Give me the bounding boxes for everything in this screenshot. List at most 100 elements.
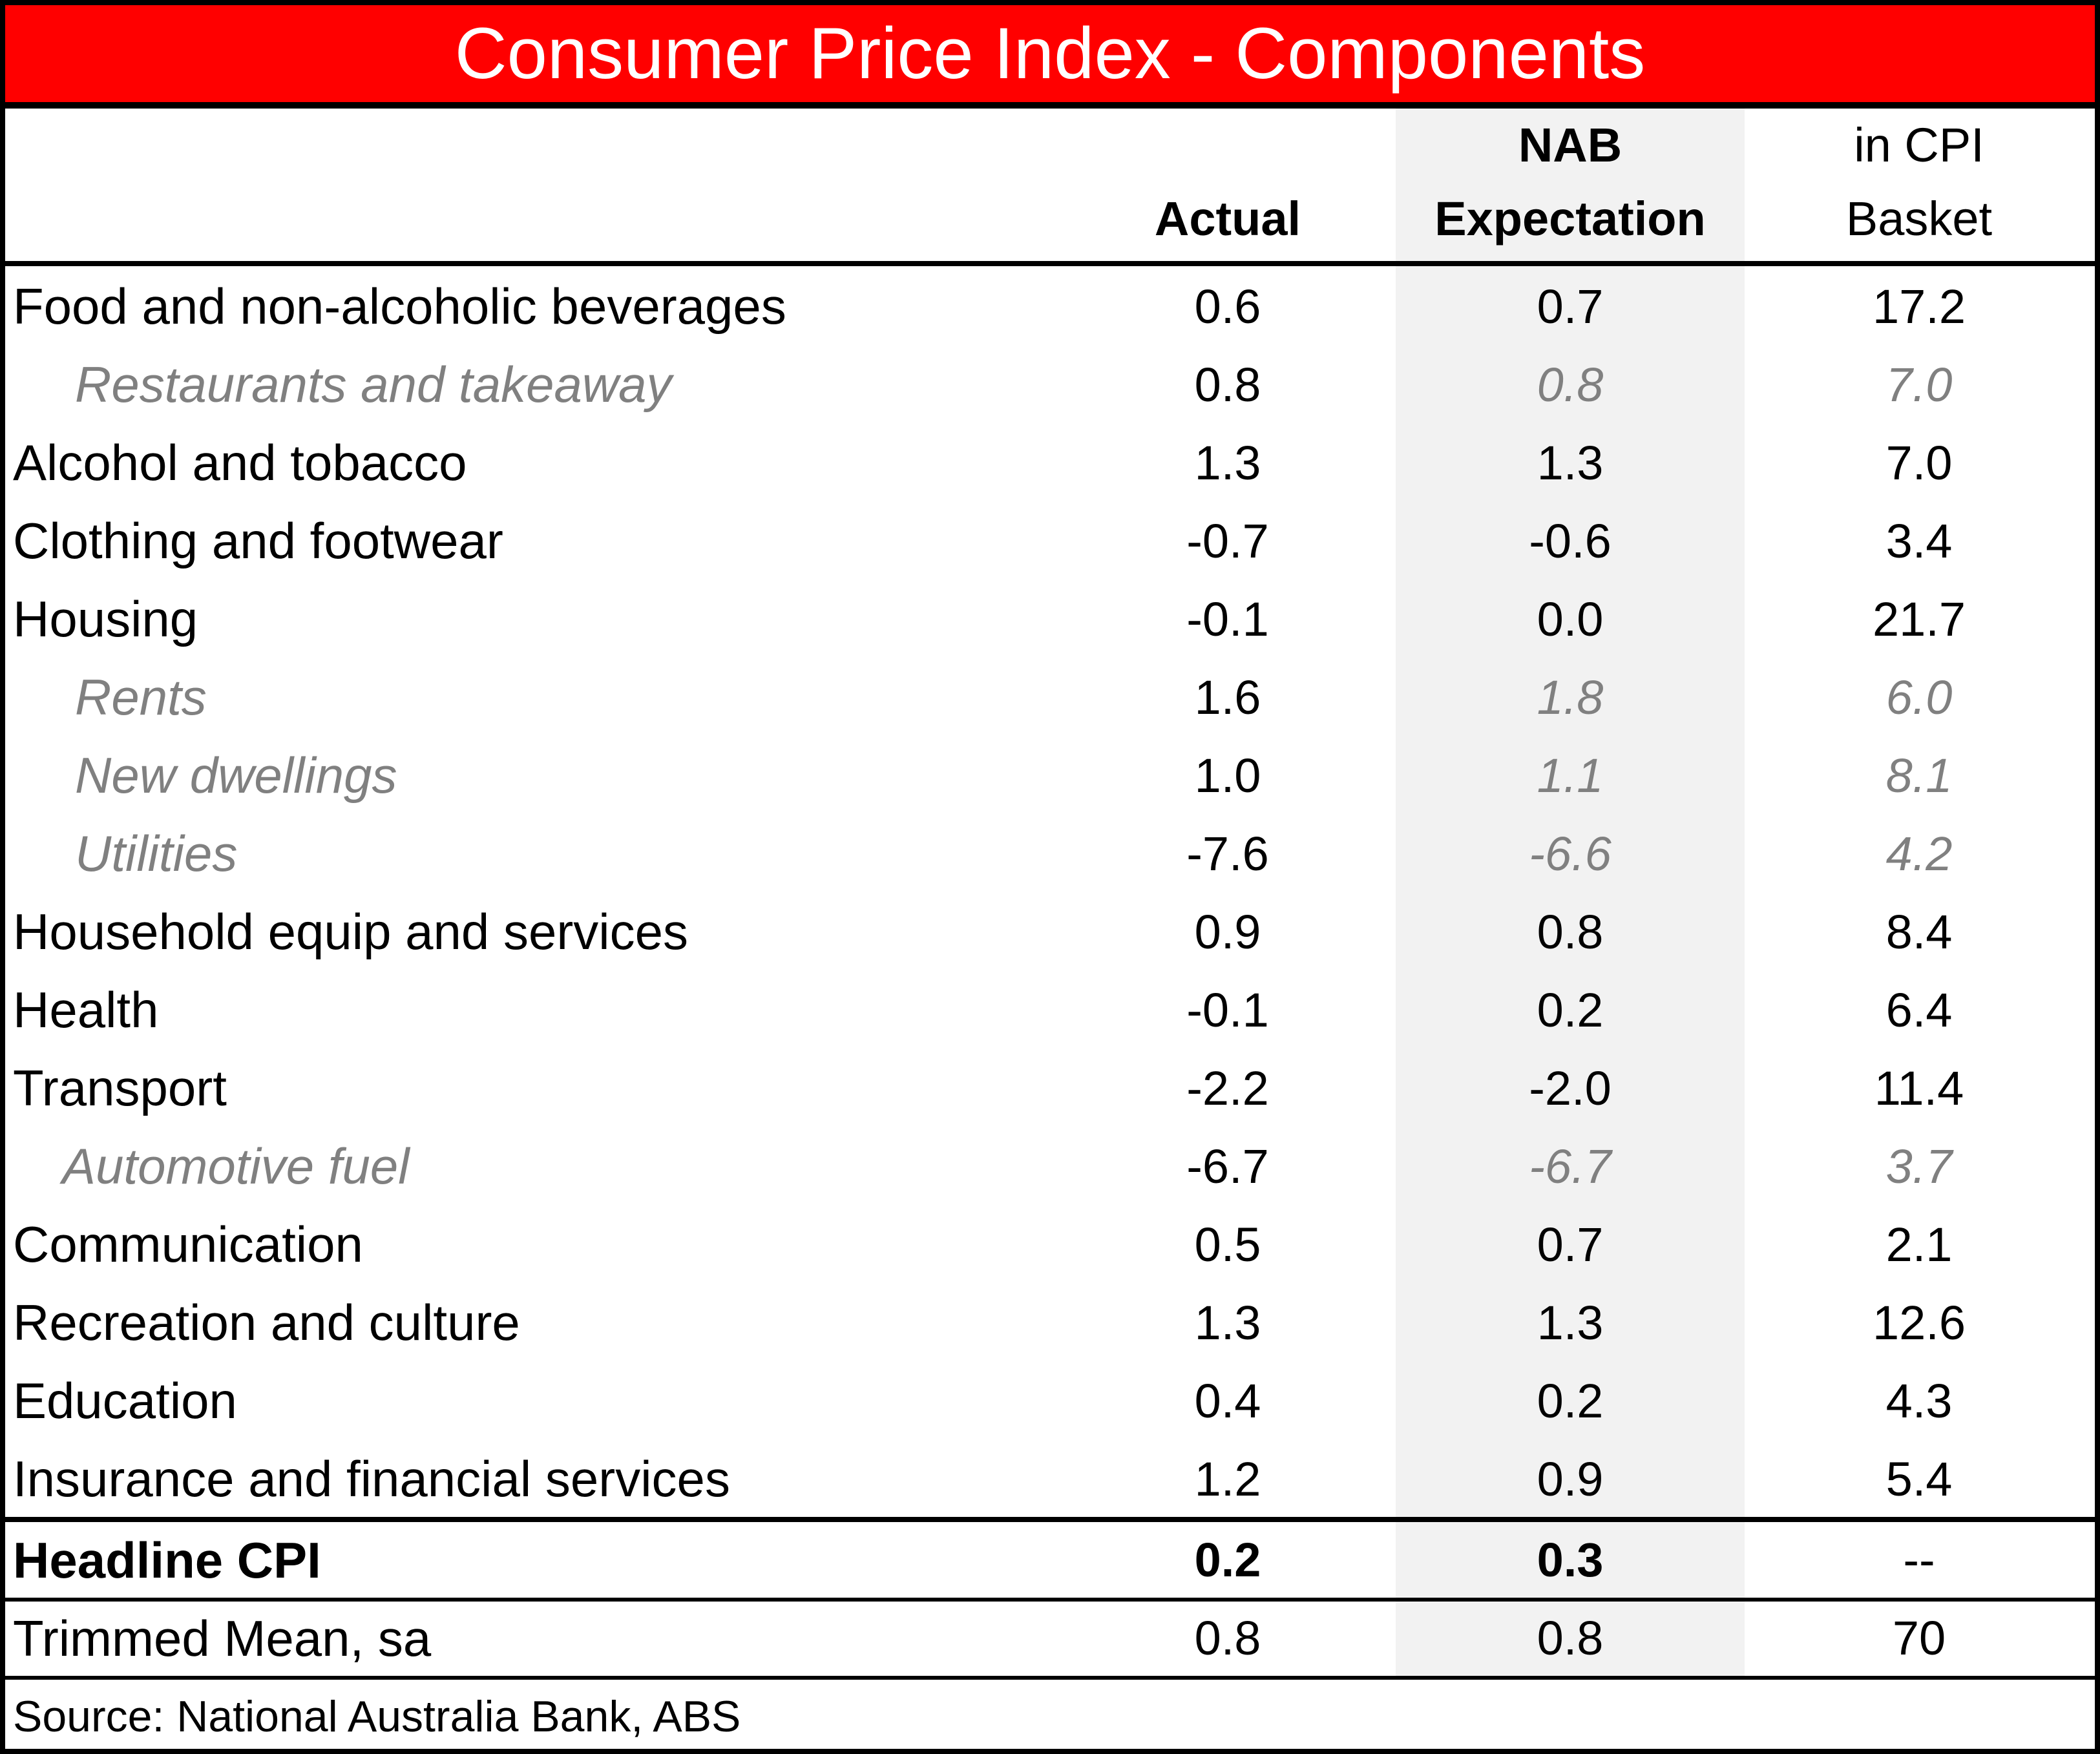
header-row: Actual NAB Expectation in CPI Basket — [5, 109, 2095, 261]
row-label: New dwellings — [75, 747, 397, 804]
table-row: Education 0.4 0.2 4.3 — [5, 1362, 2095, 1440]
row-label: Recreation and culture — [13, 1294, 520, 1351]
row-basket-value: 4.3 — [1885, 1374, 1953, 1428]
row-basket-value: 8.1 — [1885, 749, 1953, 802]
row-basket-value: 4.2 — [1885, 827, 1953, 881]
row-basket-value: 6.0 — [1885, 671, 1953, 724]
row-label: Utilities — [75, 825, 238, 882]
row-actual-value: -0.7 — [1186, 514, 1269, 568]
trimmed-expectation: 0.8 — [1537, 1611, 1604, 1665]
row-actual-value: 1.3 — [1194, 436, 1261, 490]
row-actual-value: 0.8 — [1194, 358, 1261, 412]
row-expectation-value: -2.0 — [1529, 1061, 1612, 1115]
row-actual-value: -0.1 — [1186, 983, 1269, 1037]
headline-label: Headline CPI — [13, 1532, 321, 1589]
row-expectation-value: 0.8 — [1537, 905, 1604, 959]
headline-expectation: 0.3 — [1537, 1533, 1604, 1587]
header-basket-line1: in CPI — [1854, 118, 1984, 172]
row-basket-value: 17.2 — [1872, 280, 1966, 333]
row-label: Health — [13, 981, 159, 1038]
row-basket-value: 11.4 — [1874, 1061, 1964, 1115]
row-actual-value: 1.6 — [1194, 671, 1261, 724]
trimmed-row: Trimmed Mean, sa 0.8 0.8 70 — [5, 1602, 2095, 1675]
table-row: Restaurants and takeaway 0.8 0.8 7.0 — [5, 346, 2095, 424]
header-expectation-line1: NAB — [1518, 118, 1622, 172]
table-row: Household equip and services 0.9 0.8 8.4 — [5, 893, 2095, 971]
row-basket-value: 3.7 — [1885, 1140, 1953, 1193]
row-expectation-value: 0.9 — [1537, 1452, 1604, 1506]
row-expectation-value: 0.2 — [1537, 1374, 1604, 1428]
header-basket-line2: Basket — [1845, 192, 1993, 245]
row-expectation-value: 0.0 — [1537, 592, 1604, 646]
table-row: Clothing and footwear -0.7 -0.6 3.4 — [5, 502, 2095, 580]
row-label: Education — [13, 1372, 237, 1429]
source-note: Source: National Australia Bank, ABS — [13, 1692, 741, 1741]
headline-bottom-divider — [5, 1598, 2095, 1602]
row-label: Alcohol and tobacco — [13, 434, 467, 491]
row-expectation-value: -6.7 — [1529, 1140, 1612, 1193]
row-expectation-value: 1.1 — [1537, 749, 1604, 802]
row-basket-value: 3.4 — [1885, 514, 1953, 568]
table-row: Transport -2.2 -2.0 11.4 — [5, 1049, 2095, 1127]
table-row: Alcohol and tobacco 1.3 1.3 7.0 — [5, 424, 2095, 502]
row-actual-value: 1.3 — [1194, 1296, 1261, 1350]
trimmed-actual: 0.8 — [1194, 1611, 1261, 1665]
row-expectation-value: -6.6 — [1529, 827, 1612, 881]
table-title: Consumer Price Index - Components — [5, 5, 2095, 109]
row-basket-value: 7.0 — [1885, 358, 1953, 412]
row-label: Food and non-alcoholic beverages — [13, 278, 786, 335]
row-actual-value: -0.1 — [1186, 592, 1269, 646]
row-label: Household equip and services — [13, 903, 689, 960]
row-expectation-value: 1.3 — [1537, 436, 1604, 490]
headline-basket: -- — [1903, 1533, 1935, 1587]
table-row: Insurance and financial services 1.2 0.9 5.… — [5, 1440, 2095, 1518]
row-actual-value: -7.6 — [1186, 827, 1269, 881]
row-actual-value: 0.6 — [1194, 280, 1261, 333]
expectation-column-shade — [1396, 109, 1745, 1680]
row-label: Restaurants and takeaway — [75, 356, 672, 413]
row-expectation-value: 0.2 — [1537, 983, 1604, 1037]
trimmed-basket: 70 — [1892, 1611, 1946, 1665]
row-label: Communication — [13, 1216, 363, 1273]
row-label: Transport — [13, 1060, 227, 1116]
row-basket-value: 2.1 — [1885, 1218, 1953, 1271]
table-row: Housing -0.1 0.0 21.7 — [5, 580, 2095, 658]
table-row: Utilities -7.6 -6.6 4.2 — [5, 815, 2095, 893]
row-basket-value: 8.4 — [1885, 905, 1953, 959]
row-expectation-value: -0.6 — [1529, 514, 1612, 568]
table-row: Communication 0.5 0.7 2.1 — [5, 1206, 2095, 1284]
row-basket-value: 6.4 — [1885, 983, 1953, 1037]
row-expectation-value: 0.7 — [1537, 1218, 1604, 1271]
row-label: Automotive fuel — [62, 1138, 410, 1195]
headline-row: Headline CPI 0.2 0.3 -- — [5, 1523, 2095, 1597]
row-actual-value: 0.9 — [1194, 905, 1261, 959]
row-expectation-value: 0.8 — [1537, 358, 1604, 412]
header-actual-line2: Actual — [1154, 192, 1301, 245]
row-actual-value: 0.5 — [1194, 1218, 1261, 1271]
row-basket-value: 21.7 — [1872, 592, 1966, 646]
row-actual-value: 1.0 — [1194, 749, 1261, 802]
header-expectation-line2: Expectation — [1434, 192, 1706, 245]
headline-actual: 0.2 — [1194, 1533, 1261, 1587]
headline-top-divider — [5, 1517, 2095, 1522]
table-row: Recreation and culture 1.3 1.3 12.6 — [5, 1284, 2095, 1362]
row-label: Clothing and footwear — [13, 512, 503, 569]
row-label: Insurance and financial services — [13, 1450, 730, 1507]
row-basket-value: 7.0 — [1885, 436, 1953, 490]
row-actual-value: 0.4 — [1194, 1374, 1261, 1428]
row-actual-value: -2.2 — [1186, 1061, 1269, 1115]
header-divider — [5, 261, 2095, 266]
source-divider — [5, 1676, 2095, 1680]
table-row: Health -0.1 0.2 6.4 — [5, 971, 2095, 1049]
trimmed-label: Trimmed Mean, sa — [13, 1610, 432, 1667]
row-expectation-value: 0.7 — [1537, 280, 1604, 333]
table-row: Automotive fuel -6.7 -6.7 3.7 — [5, 1127, 2095, 1206]
row-actual-value: 1.2 — [1194, 1452, 1261, 1506]
row-basket-value: 5.4 — [1885, 1452, 1953, 1506]
table-row: Food and non-alcoholic beverages 0.6 0.7 17… — [5, 267, 2095, 346]
table-row: New dwellings 1.0 1.1 8.1 — [5, 736, 2095, 815]
row-basket-value: 12.6 — [1872, 1296, 1966, 1350]
row-expectation-value: 1.8 — [1537, 671, 1604, 724]
table-row: Rents 1.6 1.8 6.0 — [5, 658, 2095, 736]
